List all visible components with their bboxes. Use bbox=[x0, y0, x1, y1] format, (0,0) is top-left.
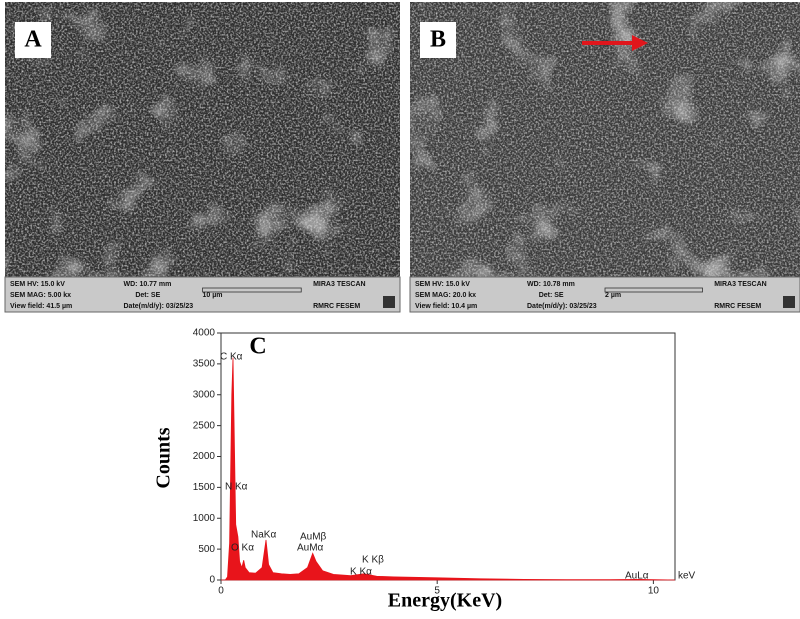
info-text: SEM MAG: 20.0 kx bbox=[415, 292, 476, 299]
y-tick-label: 0 bbox=[209, 575, 215, 586]
info-text: MIRA3 TESCAN bbox=[714, 281, 767, 288]
info-text: RMRC FESEM bbox=[313, 303, 360, 310]
label-box bbox=[420, 22, 456, 58]
info-text: Det: SE bbox=[135, 292, 160, 299]
y-tick-label: 1500 bbox=[193, 482, 216, 493]
y-tick-label: 2000 bbox=[193, 451, 216, 462]
info-text: Det: SE bbox=[539, 292, 564, 299]
scale-bar bbox=[202, 287, 302, 293]
scale-bar bbox=[604, 287, 703, 293]
x-tick-label: 10 bbox=[648, 586, 660, 597]
panel-label: B bbox=[430, 27, 446, 53]
info-text: 10 µm bbox=[203, 292, 223, 299]
sem-panel: B SEM HV: 15.0 kV WD: 10.78 mm MIRA3 TESCAN… bbox=[409, 2, 800, 313]
arrow-head bbox=[632, 35, 648, 51]
label-box bbox=[244, 334, 272, 362]
info-bar bbox=[409, 276, 800, 313]
peak-label: AuLα bbox=[625, 571, 649, 582]
info-text: View field: 41.5 µm bbox=[10, 303, 72, 310]
panel-label: A bbox=[24, 27, 42, 53]
info-text: View field: 10.4 µm bbox=[415, 303, 477, 310]
y-tick-label: 4000 bbox=[193, 328, 216, 339]
x-axis-label: Energy(KeV) bbox=[388, 590, 502, 612]
y-tick-label: 3000 bbox=[193, 389, 216, 400]
peak-label: C Kα bbox=[220, 352, 243, 363]
info-text: WD: 10.78 mm bbox=[527, 281, 575, 288]
logo bbox=[783, 296, 795, 308]
panel-label: C bbox=[249, 334, 266, 360]
peak-label: AuMβ bbox=[300, 532, 327, 543]
info-text: 2 µm bbox=[605, 292, 621, 299]
info-text: Date(m/d/y): 03/25/23 bbox=[527, 303, 597, 310]
y-tick-label: 500 bbox=[198, 544, 215, 555]
peak-label: N Kα bbox=[225, 482, 248, 493]
info-text: SEM HV: 15.0 kV bbox=[10, 281, 65, 288]
peak-label: K Kβ bbox=[362, 555, 384, 566]
y-axis-label: Counts bbox=[153, 427, 175, 488]
x-tick-label: 5 bbox=[434, 586, 440, 597]
info-bar bbox=[4, 276, 401, 313]
info-text: MIRA3 TESCAN bbox=[313, 281, 366, 288]
sem-flakes bbox=[410, 2, 800, 277]
sem-panel: A SEM HV: 15.0 kV WD: 10.77 mm MIRA3 TESCAN… bbox=[4, 2, 401, 313]
logo bbox=[383, 296, 395, 308]
info-text: SEM MAG: 5.00 kx bbox=[10, 292, 71, 299]
peak-label: O Kα bbox=[231, 543, 254, 554]
x-tick-label: 0 bbox=[218, 586, 224, 597]
peak-label: NaKα bbox=[251, 530, 276, 541]
info-text: SEM HV: 15.0 kV bbox=[415, 281, 470, 288]
info-text: RMRC FESEM bbox=[714, 303, 761, 310]
peak-label: AuMα bbox=[297, 543, 324, 554]
y-tick-label: 3500 bbox=[193, 359, 216, 370]
plot-frame bbox=[220, 332, 676, 581]
label-box bbox=[15, 22, 51, 58]
peak-label: K Kα bbox=[350, 567, 372, 578]
info-text: Date(m/d/y): 03/25/23 bbox=[124, 303, 194, 310]
spectrum bbox=[221, 357, 676, 581]
x-unit: keV bbox=[678, 571, 696, 582]
y-tick-label: 2500 bbox=[193, 420, 216, 431]
sem-flakes bbox=[5, 2, 400, 277]
info-text: WD: 10.77 mm bbox=[124, 281, 172, 288]
y-tick-label: 1000 bbox=[193, 513, 216, 524]
